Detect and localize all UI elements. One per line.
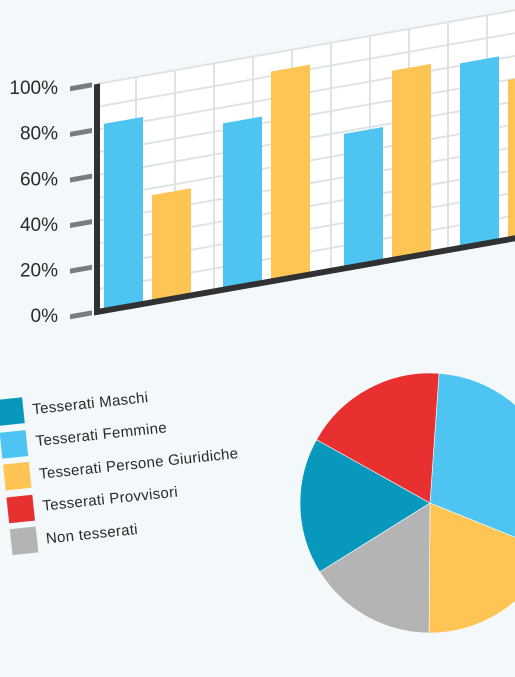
legend-swatch xyxy=(3,461,32,491)
bar-series-2 xyxy=(392,63,431,260)
legend-label: Tesserati Femmine xyxy=(34,419,168,451)
bar-chart: 0% 20% 40% 60% 80% 100% xyxy=(9,5,515,327)
y-tick-label: 80% xyxy=(20,124,58,145)
y-tick-mark xyxy=(70,310,92,320)
pie-slices xyxy=(299,372,515,634)
pie-chart xyxy=(299,372,515,634)
bar-series-1 xyxy=(223,116,262,290)
bar-series-2 xyxy=(152,188,191,303)
pie-slice-tesserati-femmine xyxy=(429,372,515,538)
bar-series-1 xyxy=(460,56,499,248)
bar-marks xyxy=(104,56,515,311)
legend-label: Non tesserati xyxy=(45,520,139,548)
pie-slice-tesserati-maschi xyxy=(299,439,431,573)
grid-line-horizontal xyxy=(97,5,515,85)
legend-swatch xyxy=(0,429,29,459)
pie-slice-tesserati-persone-giuridiche xyxy=(428,502,515,634)
y-tick-label: 100% xyxy=(9,78,58,99)
bar-series-1 xyxy=(104,116,143,311)
y-tick-label: 40% xyxy=(20,215,58,236)
bar-series-2 xyxy=(271,64,310,282)
legend-swatch xyxy=(0,397,25,426)
pie-legend: Tesserati Maschi Tesserati Femmine Tesse… xyxy=(0,367,311,560)
bar-series-2 xyxy=(508,73,515,240)
pie-slice-non-tesserati xyxy=(319,502,431,634)
y-tick-mark xyxy=(70,264,92,274)
y-tick-mark xyxy=(70,173,92,183)
y-tick-mark xyxy=(70,219,92,229)
y-tick-label: 20% xyxy=(20,261,58,282)
grid-line-horizontal xyxy=(97,28,515,108)
y-tick-label: 60% xyxy=(20,169,58,190)
y-axis-labels: 0% 20% 40% 60% 80% 100% xyxy=(9,78,58,327)
legend-swatch xyxy=(6,494,35,523)
y-axis-ticks xyxy=(70,82,92,320)
y-tick-mark xyxy=(70,127,92,137)
pie-slice-tesserati-provvisori xyxy=(316,372,440,504)
legend-label: Tesserati Provvisori xyxy=(41,483,179,515)
y-tick-mark xyxy=(70,82,92,92)
chart-axes xyxy=(94,83,515,316)
y-tick-label: 0% xyxy=(31,306,59,327)
bar-series-1 xyxy=(344,127,383,269)
legend-swatch xyxy=(9,526,39,556)
legend-label: Tesserati Maschi xyxy=(31,388,150,418)
